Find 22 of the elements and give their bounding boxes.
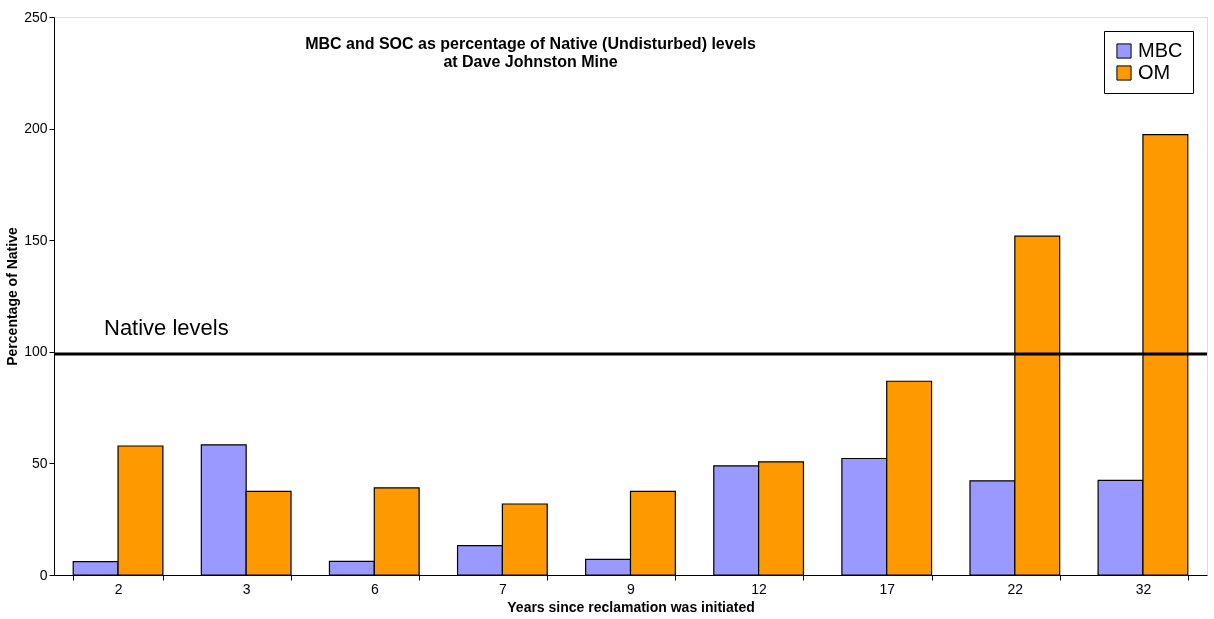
- y-tick-label: 100: [24, 343, 48, 360]
- y-tick-label: 200: [24, 120, 48, 137]
- y-axis-title: Percentage of Native: [4, 227, 21, 366]
- ref-line-label: Native levels: [104, 315, 229, 341]
- x-tick-label: 17: [879, 580, 896, 597]
- y-tick-label: 50: [31, 454, 48, 471]
- x-tick-label: 2: [114, 580, 123, 597]
- legend-label: MBC: [1138, 39, 1183, 61]
- x-tick-label: 6: [370, 580, 379, 597]
- text: MBC and SOC as percentage of Native (Undisturbed) levels: [305, 35, 756, 52]
- y-tick-label: 150: [24, 231, 48, 248]
- x-tick-label: 32: [1135, 580, 1152, 597]
- x-tick-label: 12: [751, 580, 768, 597]
- legend-label: OM: [1138, 61, 1171, 83]
- y-tick-label: 250: [24, 8, 48, 25]
- y-tick-label: 0: [39, 566, 48, 583]
- text: at Dave Johnston Mine: [443, 53, 618, 70]
- x-tick-label: 7: [498, 580, 507, 597]
- x-axis-title: Years since reclamation was initiated: [507, 598, 755, 615]
- x-tick-label: 9: [627, 580, 636, 597]
- x-tick-label: 3: [242, 580, 251, 597]
- x-tick-label: 22: [1007, 580, 1024, 597]
